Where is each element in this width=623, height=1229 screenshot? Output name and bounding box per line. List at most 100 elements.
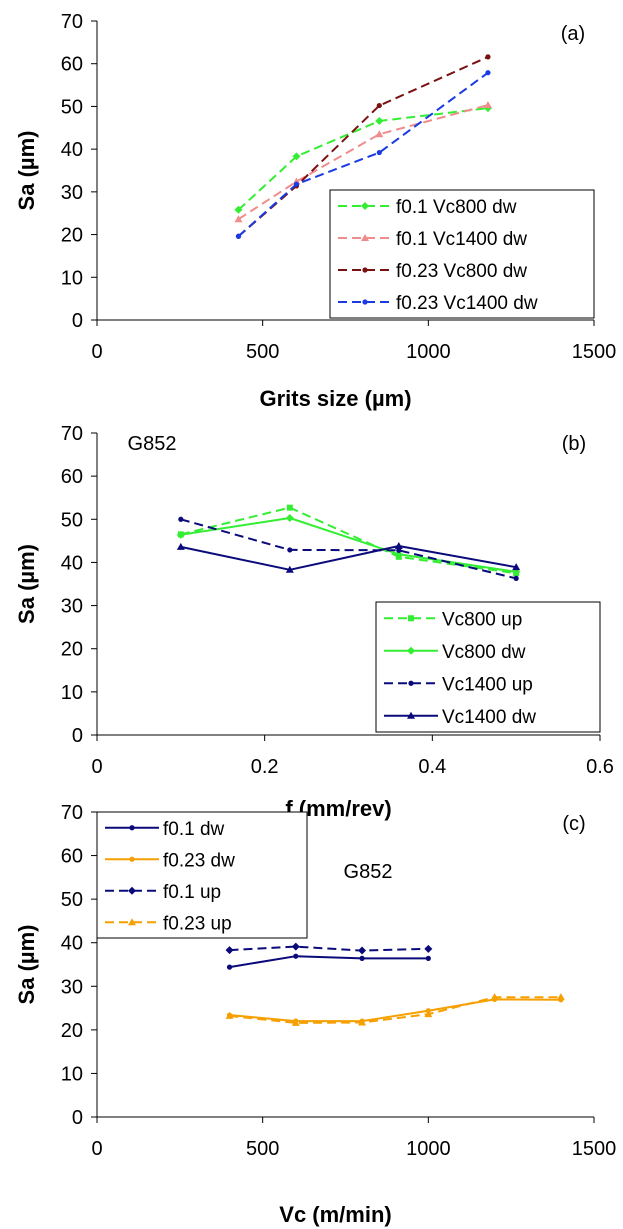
legend-marker bbox=[407, 711, 415, 719]
data-point bbox=[225, 946, 234, 955]
y-tick-label: 70 bbox=[61, 11, 83, 33]
data-point bbox=[234, 215, 243, 223]
series-line-2 bbox=[237, 55, 489, 238]
data-point bbox=[485, 54, 491, 60]
legend-label: Vc1400 up bbox=[442, 674, 533, 695]
y-tick-label: 70 bbox=[61, 423, 83, 445]
data-point bbox=[285, 565, 294, 573]
data-point bbox=[485, 70, 491, 76]
y-tick-label: 60 bbox=[61, 466, 83, 488]
x-tick-label: 0.6 bbox=[586, 756, 614, 778]
y-tick-label: 30 bbox=[61, 182, 83, 204]
data-point bbox=[424, 944, 433, 953]
data-point bbox=[375, 130, 384, 138]
data-point bbox=[556, 993, 565, 1001]
panel-label-bg bbox=[551, 16, 595, 44]
x-tick-label: 0 bbox=[91, 1138, 102, 1160]
x-axis-label: Grits size (µm) bbox=[259, 386, 411, 411]
legend-marker bbox=[408, 680, 414, 686]
legend-box bbox=[329, 189, 595, 319]
data-point bbox=[291, 942, 300, 951]
y-tick-label: 30 bbox=[61, 976, 83, 998]
series-line-1 bbox=[180, 517, 517, 573]
y-tick-label: 60 bbox=[61, 846, 83, 868]
data-point bbox=[291, 1018, 300, 1026]
legend-label: f0.23 Vc1400 dw bbox=[396, 293, 538, 314]
y-axis-label: Sa (µm) bbox=[14, 544, 39, 624]
y-tick-label: 50 bbox=[61, 889, 83, 911]
x-tick-label: 0 bbox=[91, 756, 102, 778]
legend-label: f0.1 Vc800 dw bbox=[396, 197, 517, 218]
data-point bbox=[396, 547, 402, 553]
data-point bbox=[424, 1010, 433, 1018]
legend-marker bbox=[129, 856, 135, 862]
series-line-0 bbox=[180, 506, 517, 575]
legend-marker bbox=[408, 615, 414, 622]
x-tick-label: 0 bbox=[91, 341, 102, 363]
y-tick-label: 10 bbox=[61, 1063, 83, 1085]
annotation-bg bbox=[338, 854, 404, 882]
series-line-3 bbox=[180, 545, 517, 571]
y-tick-label: 0 bbox=[72, 310, 83, 332]
series-line-0 bbox=[229, 955, 429, 969]
x-tick-label: 1500 bbox=[572, 341, 617, 363]
y-tick-label: 0 bbox=[72, 1107, 83, 1129]
legend-label: f0.23 Vc800 dw bbox=[396, 261, 527, 282]
y-tick-label: 50 bbox=[61, 509, 83, 531]
series-line-2 bbox=[229, 945, 429, 952]
data-point bbox=[293, 953, 299, 959]
chart-panel-a: 0 10 20 30 40 50 60 70 0 500 1000 1500 Grits size (µ… bbox=[14, 11, 616, 411]
legend-label: f0.1 Vc1400 dw bbox=[396, 229, 527, 250]
y-tick-label: 20 bbox=[61, 225, 83, 247]
panel-label-bg bbox=[552, 426, 596, 454]
data-point bbox=[358, 1018, 367, 1026]
y-tick-label: 40 bbox=[61, 552, 83, 574]
y-tick-label: 40 bbox=[61, 139, 83, 161]
y-tick-label: 0 bbox=[72, 725, 83, 747]
data-point bbox=[394, 550, 403, 559]
x-axis-label: Vc (m/min) bbox=[279, 1202, 391, 1227]
data-point bbox=[394, 542, 403, 550]
legend-box bbox=[375, 601, 601, 733]
y-tick-label: 50 bbox=[61, 96, 83, 118]
data-point bbox=[483, 101, 492, 109]
data-point bbox=[235, 233, 242, 239]
data-point bbox=[225, 1011, 234, 1019]
legend-marker bbox=[362, 267, 368, 273]
data-point bbox=[226, 964, 233, 970]
legend-marker bbox=[361, 202, 369, 210]
y-tick-label: 20 bbox=[61, 639, 83, 661]
series-line-2 bbox=[180, 518, 517, 580]
x-tick-label: 500 bbox=[246, 341, 279, 363]
data-point bbox=[285, 513, 294, 522]
legend-marker bbox=[407, 646, 415, 655]
x-tick-label: 500 bbox=[246, 1138, 279, 1160]
y-tick-label: 60 bbox=[61, 54, 83, 76]
legend-label: f0.1 dw bbox=[163, 819, 225, 840]
panel-label-bg bbox=[552, 806, 596, 834]
data-point bbox=[287, 547, 293, 553]
panel-label: (b) bbox=[562, 433, 586, 455]
legend-marker bbox=[361, 234, 369, 241]
data-point bbox=[176, 542, 185, 550]
data-point bbox=[292, 152, 301, 161]
panel-annotation: G852 bbox=[128, 433, 177, 455]
data-point bbox=[375, 116, 384, 125]
data-point bbox=[358, 946, 367, 955]
panel-annotation: G852 bbox=[344, 861, 393, 883]
legend-label: Vc1400 dw bbox=[442, 707, 536, 728]
legend-marker bbox=[128, 918, 136, 926]
y-axis-label: Sa (µm) bbox=[14, 131, 39, 211]
legend-marker bbox=[128, 886, 136, 895]
data-point bbox=[376, 149, 382, 156]
data-point bbox=[512, 563, 521, 571]
data-point bbox=[376, 102, 382, 109]
annotation-bg bbox=[122, 426, 188, 454]
data-point bbox=[293, 181, 300, 187]
series-line-1 bbox=[229, 998, 561, 1023]
data-point bbox=[176, 530, 185, 539]
series-line-1 bbox=[237, 104, 489, 221]
x-tick-label: 0.2 bbox=[251, 756, 279, 778]
